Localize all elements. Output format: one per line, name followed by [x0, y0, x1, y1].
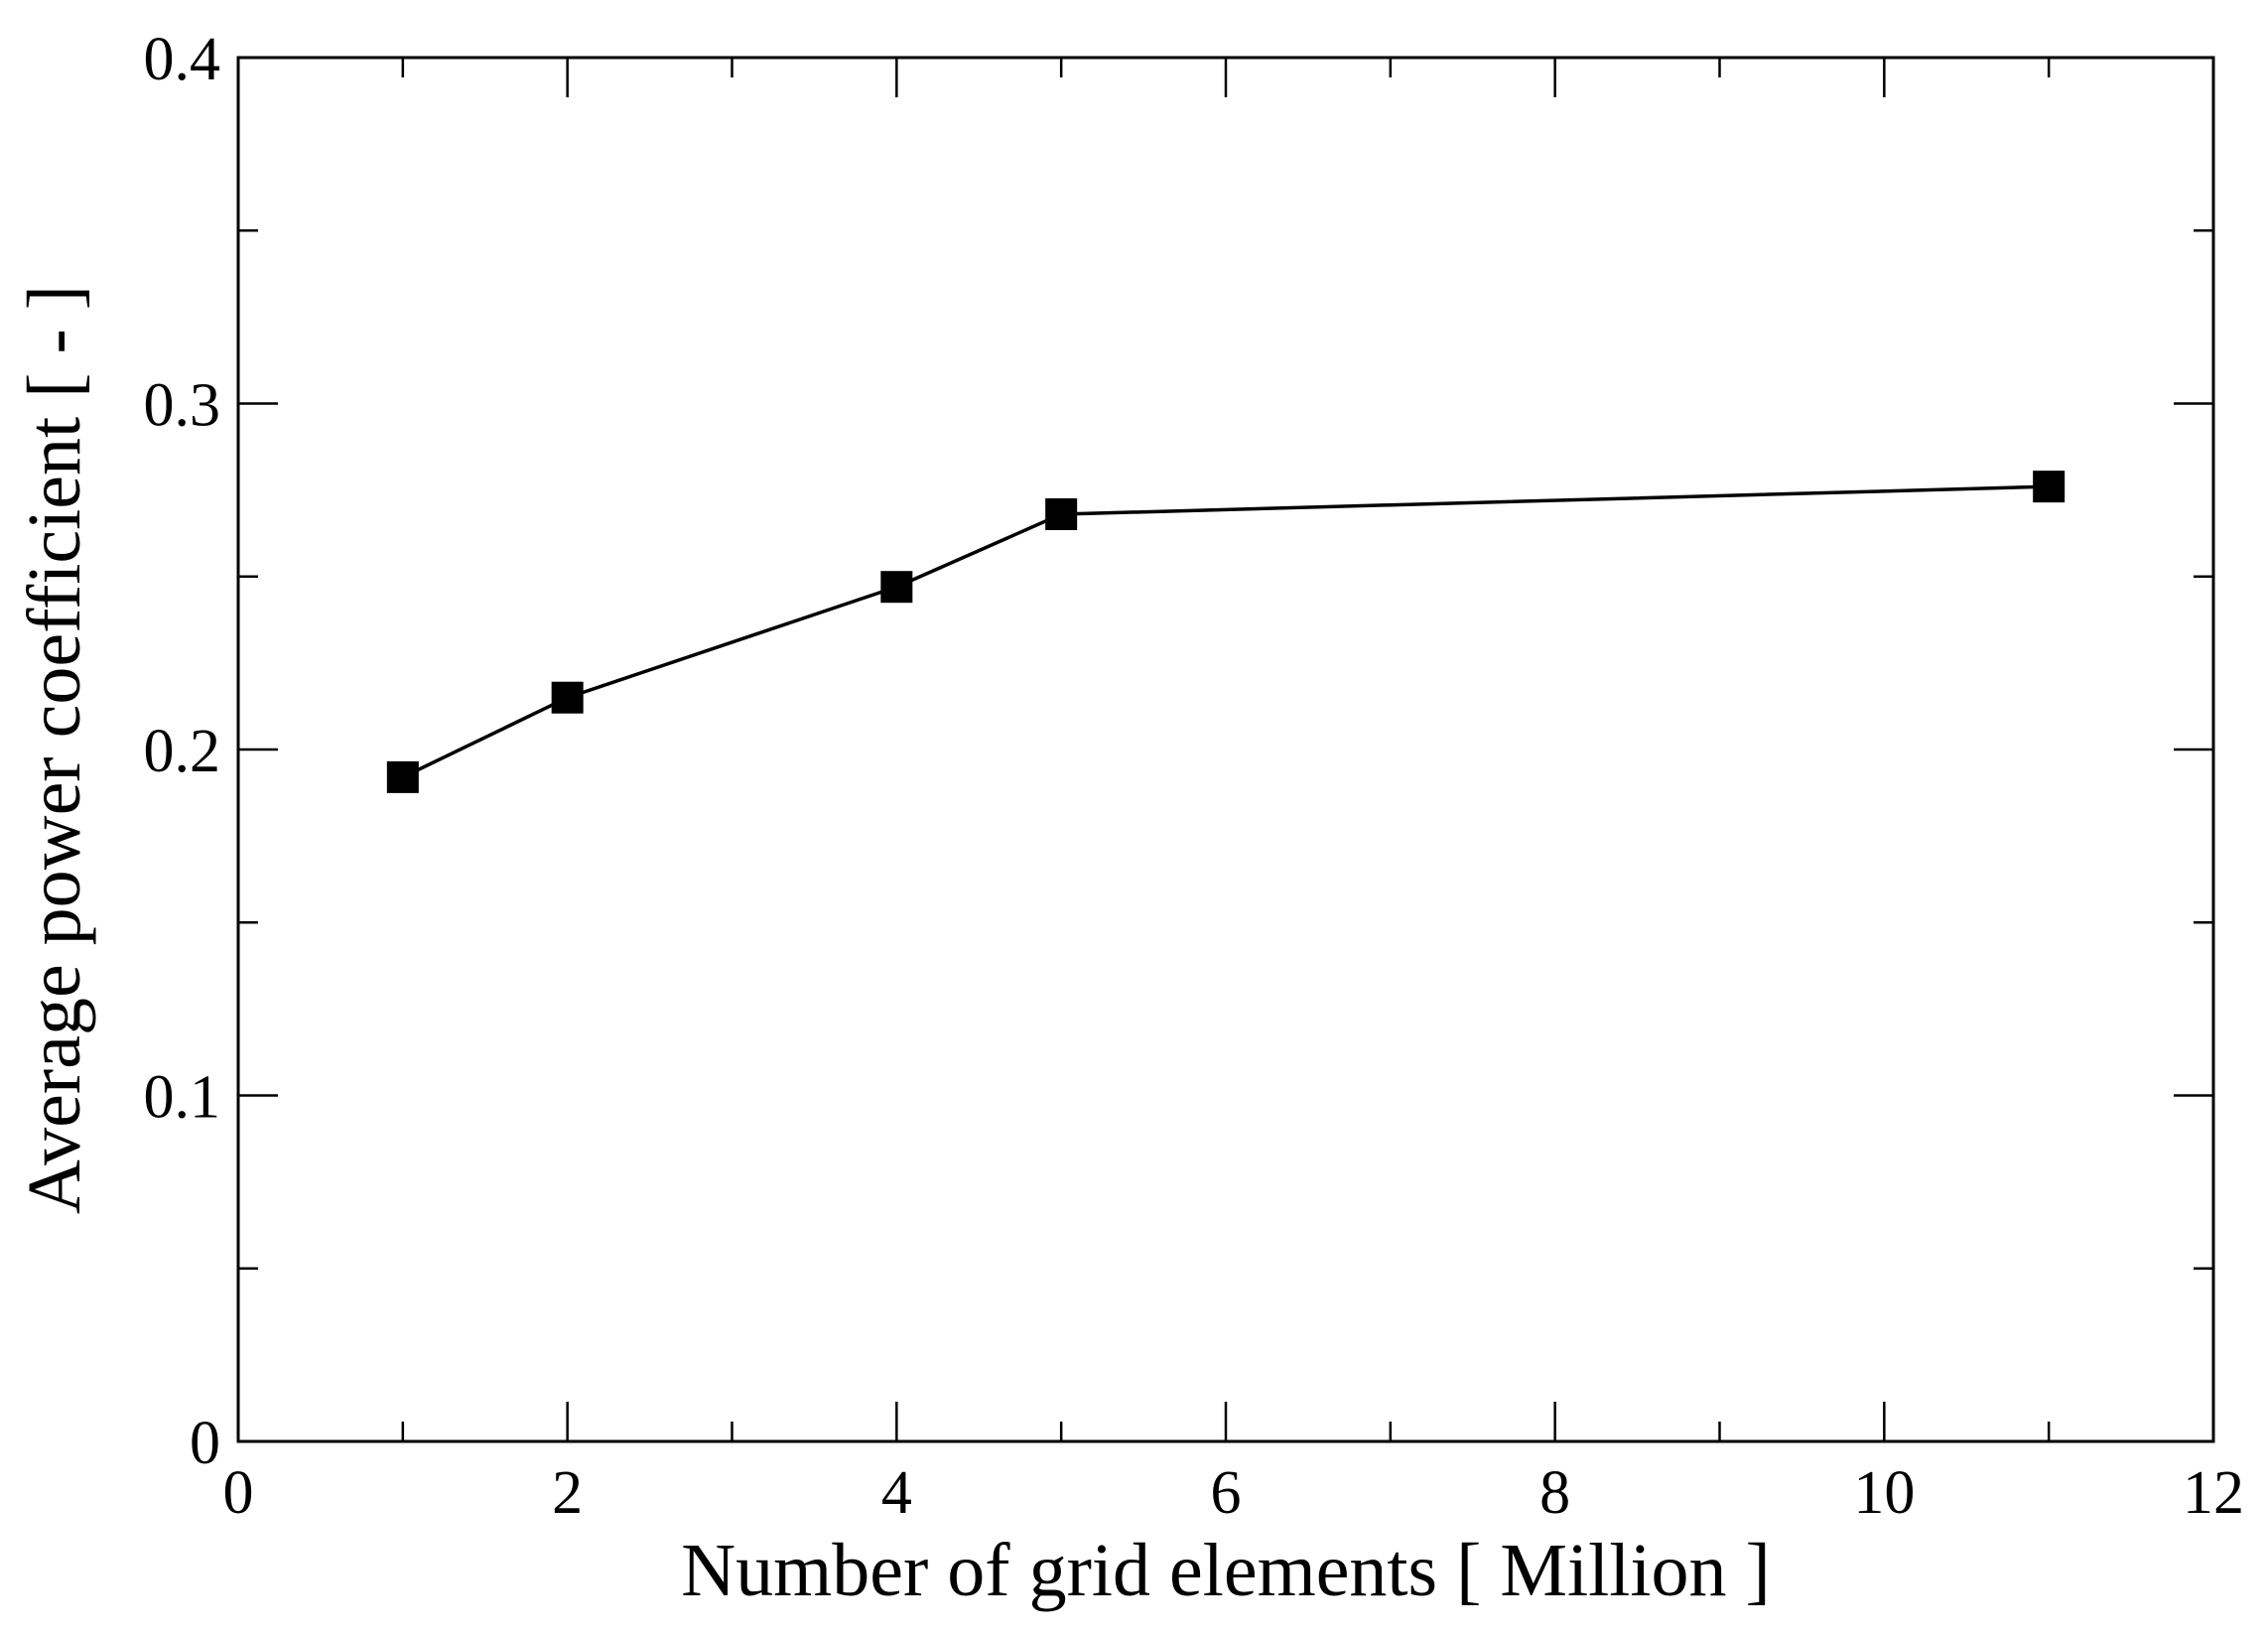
x-axis-title: Number of grid elements [ Million ] [681, 1529, 1771, 1612]
x-tick-label: 6 [1211, 1459, 1242, 1527]
x-tick-label: 8 [1539, 1459, 1570, 1527]
x-tick-label: 4 [881, 1459, 912, 1527]
y-axis-title: Average power coefficient [ - ] [13, 285, 96, 1214]
series-line [402, 484, 2050, 779]
x-tick-label: 10 [1853, 1459, 1915, 1527]
data-point-marker [551, 681, 584, 714]
data-point-marker [2033, 471, 2066, 503]
x-tick-label: 0 [223, 1459, 254, 1527]
y-tick-label: 0.1 [144, 1064, 221, 1132]
axis-ticks [236, 56, 2215, 1443]
x-tick-label: 2 [552, 1459, 583, 1527]
y-tick-label: 0.4 [144, 26, 221, 93]
plot-area [236, 56, 2215, 1443]
data-point-marker [880, 571, 913, 604]
data-point-marker [1045, 498, 1078, 531]
y-tick-label: 0.3 [144, 372, 221, 440]
y-tick-label: 0.2 [144, 718, 221, 785]
y-tick-label: 0 [190, 1410, 220, 1477]
axis-tick-labels: 0 2 4 6 8 10 12 0 0.1 0.2 0.3 0.4 [144, 26, 2245, 1527]
data-series [386, 471, 2066, 793]
data-point-marker [386, 760, 419, 793]
x-tick-label: 12 [2183, 1459, 2244, 1527]
